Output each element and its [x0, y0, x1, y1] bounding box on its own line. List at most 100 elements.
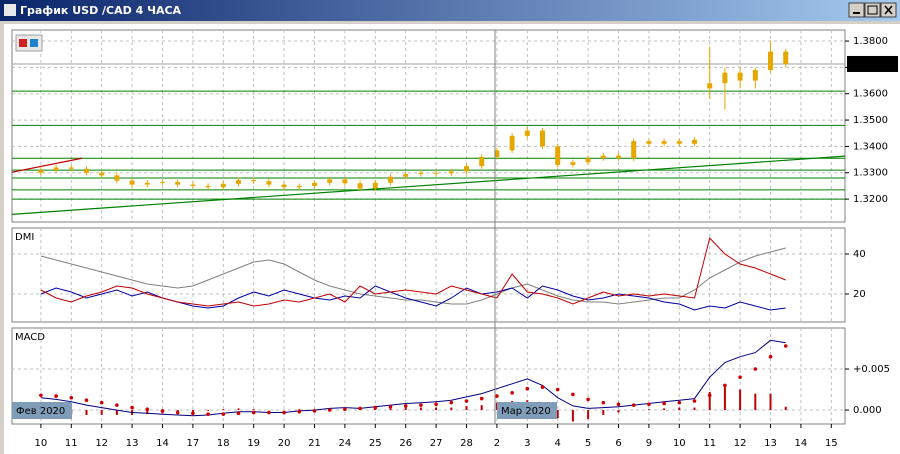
signal-dot	[768, 354, 773, 359]
candle-body	[159, 181, 165, 183]
signal-dot	[783, 344, 788, 348]
plot: 1.32001.33001.34001.35001.36001.37001.38…	[11, 29, 898, 449]
signal-dot	[419, 403, 423, 407]
candle-body	[768, 51, 774, 71]
candle-body	[570, 162, 576, 165]
pane-label: MACD	[15, 332, 45, 343]
candle-body	[372, 182, 378, 189]
signal-dot	[99, 400, 104, 405]
period-label: Фев 2020	[16, 406, 65, 417]
y-tick-label: 1.3400	[853, 141, 888, 152]
signal-dot	[601, 400, 606, 405]
pane	[11, 29, 846, 223]
signal-dot	[540, 385, 545, 389]
last-price-label: 1.3713	[853, 59, 888, 70]
candle-body	[403, 174, 409, 177]
candle-body	[387, 176, 393, 183]
signal-dot	[84, 398, 89, 403]
candle-body	[296, 185, 302, 188]
signal-dot	[555, 387, 560, 392]
signal-dot	[327, 408, 332, 412]
signal-dot	[69, 395, 74, 400]
x-tick-label: 12	[734, 438, 747, 449]
signal-dot	[525, 386, 530, 391]
y-tick-label: 1.3800	[853, 36, 888, 47]
x-tick-label: 13	[764, 438, 777, 449]
signal-dot	[145, 407, 150, 412]
x-tick-label: 9	[646, 438, 652, 449]
x-tick-label: 11	[65, 438, 78, 449]
candle-body	[68, 167, 74, 169]
candle-body	[418, 172, 424, 175]
x-tick-label: 14	[156, 438, 169, 449]
x-tick-label: 26	[399, 438, 412, 449]
x-tick-label: 28	[460, 438, 473, 449]
signal-dot	[251, 410, 256, 415]
signal-dot	[434, 402, 438, 407]
window-title: График USD /CAD 4 ЧАСА	[20, 4, 182, 17]
y-tick-label: 20	[853, 289, 866, 300]
x-tick-label: 19	[247, 438, 260, 449]
x-tick-label: 6	[615, 438, 621, 449]
period-label: Мар 2020	[501, 406, 551, 417]
candle-body	[464, 166, 470, 172]
signal-dot	[707, 393, 712, 398]
x-tick-label: 14	[795, 438, 808, 449]
signal-dot	[753, 367, 758, 371]
candle-body	[357, 183, 363, 189]
candle-body	[327, 179, 333, 183]
candle-body	[114, 175, 120, 181]
signal-dot	[236, 411, 241, 416]
signal-dot	[373, 405, 378, 410]
candle-body	[692, 139, 698, 144]
signal-dot	[403, 404, 408, 408]
signal-dot	[160, 409, 165, 413]
x-tick-label: 17	[187, 438, 200, 449]
x-tick-label: 24	[339, 438, 352, 449]
signal-dot	[282, 410, 286, 415]
pane	[11, 227, 846, 323]
x-tick-label: 18	[217, 438, 230, 449]
x-tick-label: 5	[585, 438, 591, 449]
period-box	[12, 402, 72, 419]
candle-body	[509, 135, 515, 151]
signal-dot	[297, 409, 302, 414]
signal-dot	[358, 406, 362, 411]
candle-body	[281, 184, 287, 188]
signal-dot	[738, 375, 742, 380]
maximize-glyph	[867, 5, 878, 15]
trend-line	[11, 155, 846, 215]
signal-dot	[206, 412, 210, 416]
candle-body	[448, 171, 454, 174]
candle-body	[752, 70, 758, 81]
signal-dot	[510, 391, 514, 395]
signal-dot	[647, 402, 651, 407]
signal-dot	[343, 407, 347, 412]
candle-body	[524, 130, 530, 136]
signal-dot	[464, 399, 469, 403]
candle-body	[175, 181, 181, 185]
title-bar	[0, 0, 900, 21]
minimize-button[interactable]	[848, 2, 865, 18]
trend-line	[11, 157, 83, 173]
candle-body	[540, 130, 546, 147]
candle-body	[342, 179, 348, 184]
signal-dot	[495, 394, 499, 398]
y-tick-label: 1.3200	[853, 194, 888, 205]
candle-body	[585, 158, 591, 163]
window-icon	[4, 4, 16, 16]
candle-body	[311, 182, 317, 186]
candle-body	[661, 141, 667, 144]
candle-body	[99, 172, 105, 176]
x-tick-label: 11	[703, 438, 716, 449]
signal-dot	[723, 383, 727, 388]
pane-label: DMI	[15, 232, 34, 243]
candle-body	[555, 146, 561, 165]
maximize-button[interactable]	[864, 2, 881, 18]
period-box	[497, 402, 557, 419]
y-tick-label: 0.000	[853, 405, 882, 416]
y-tick-label: +0.005	[853, 364, 890, 375]
candle-body	[235, 180, 241, 184]
window-buttons	[848, 2, 897, 18]
